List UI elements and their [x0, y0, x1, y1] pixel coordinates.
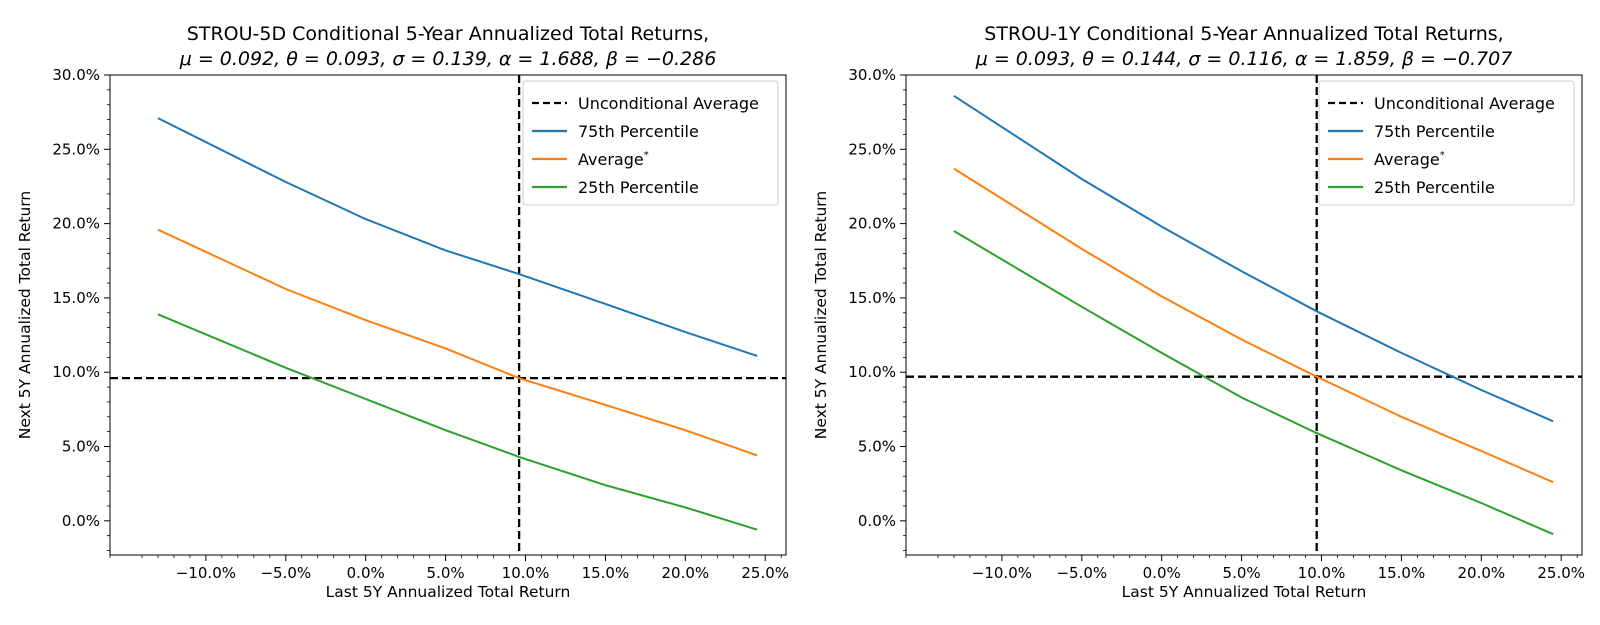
- x-tick-label: 20.0%: [661, 564, 709, 582]
- x-tick-label: 10.0%: [502, 564, 550, 582]
- legend-box: [1318, 80, 1575, 206]
- legend-label: 75th Percentile: [1374, 122, 1495, 141]
- y-tick-label: 10.0%: [848, 363, 896, 381]
- legend-label: 75th Percentile: [578, 122, 699, 141]
- x-tick-label: −10.0%: [972, 564, 1032, 582]
- x-tick-label: 0.0%: [347, 564, 385, 582]
- x-tick-label: 15.0%: [582, 564, 630, 582]
- chart-subtitle: μ = 0.092, θ = 0.093, σ = 0.139, α = 1.6…: [179, 48, 717, 70]
- legend-label: 25th Percentile: [1374, 178, 1495, 197]
- series-line-75th-percentile: [953, 94, 1554, 423]
- y-tick-label: 10.0%: [52, 363, 100, 381]
- legend-label: Average*: [1374, 150, 1445, 169]
- x-axis-label: Last 5Y Annualized Total Return: [1122, 583, 1367, 601]
- x-tick-label: 20.0%: [1457, 564, 1505, 582]
- y-axis-label: Next 5Y Annualized Total Return: [16, 191, 34, 439]
- y-axis-label: Next 5Y Annualized Total Return: [812, 191, 830, 439]
- chart-title: STROU-1Y Conditional 5-Year Annualized T…: [984, 23, 1503, 45]
- series-line-average: [953, 167, 1554, 484]
- legend-box: [522, 80, 779, 206]
- chart-strou-5d: STROU-5D Conditional 5-Year Annualized T…: [16, 23, 789, 601]
- y-tick-label: 20.0%: [52, 215, 100, 233]
- y-tick-label: 30.0%: [52, 66, 100, 84]
- legend: Unconditional Average 75th Percentile Aver…: [522, 80, 779, 206]
- x-tick-label: −5.0%: [1056, 564, 1107, 582]
- x-tick-label: 25.0%: [1537, 564, 1585, 582]
- y-tick-label: 25.0%: [52, 140, 100, 158]
- x-tick-label: 10.0%: [1298, 564, 1346, 582]
- y-tick-label: 15.0%: [848, 289, 896, 307]
- legend-label: Unconditional Average: [1374, 94, 1555, 113]
- y-tick-label: 5.0%: [858, 438, 896, 456]
- legend-label: Average*: [578, 150, 649, 169]
- y-tick-label: 5.0%: [62, 438, 100, 456]
- chart-strou-1y: STROU-1Y Conditional 5-Year Annualized T…: [812, 23, 1585, 601]
- legend-label: Unconditional Average: [578, 94, 759, 113]
- y-tick-label: 20.0%: [848, 215, 896, 233]
- axes-frame: [905, 74, 1583, 556]
- y-tick-label: 15.0%: [52, 289, 100, 307]
- chart-title: STROU-5D Conditional 5-Year Annualized T…: [187, 23, 709, 45]
- legend: Unconditional Average 75th Percentile Aver…: [1318, 80, 1575, 206]
- y-tick-label: 25.0%: [848, 140, 896, 158]
- x-tick-label: 5.0%: [1223, 564, 1261, 582]
- x-tick-label: −5.0%: [260, 564, 311, 582]
- y-tick-label: 0.0%: [858, 512, 896, 530]
- chart-subtitle: μ = 0.093, θ = 0.144, σ = 0.116, α = 1.8…: [975, 48, 1513, 70]
- legend-label: 25th Percentile: [578, 178, 699, 197]
- series-line-25th-percentile: [953, 230, 1554, 536]
- axes-frame: [109, 74, 787, 556]
- x-tick-label: −10.0%: [176, 564, 236, 582]
- x-axis-label: Last 5Y Annualized Total Return: [326, 583, 571, 601]
- y-tick-label: 30.0%: [848, 66, 896, 84]
- series-line-75th-percentile: [157, 117, 758, 357]
- x-tick-label: 0.0%: [1143, 564, 1181, 582]
- series-line-average: [157, 228, 758, 457]
- x-tick-label: 25.0%: [741, 564, 789, 582]
- series-line-25th-percentile: [157, 313, 758, 531]
- y-tick-label: 0.0%: [62, 512, 100, 530]
- x-tick-label: 5.0%: [427, 564, 465, 582]
- x-tick-label: 15.0%: [1378, 564, 1426, 582]
